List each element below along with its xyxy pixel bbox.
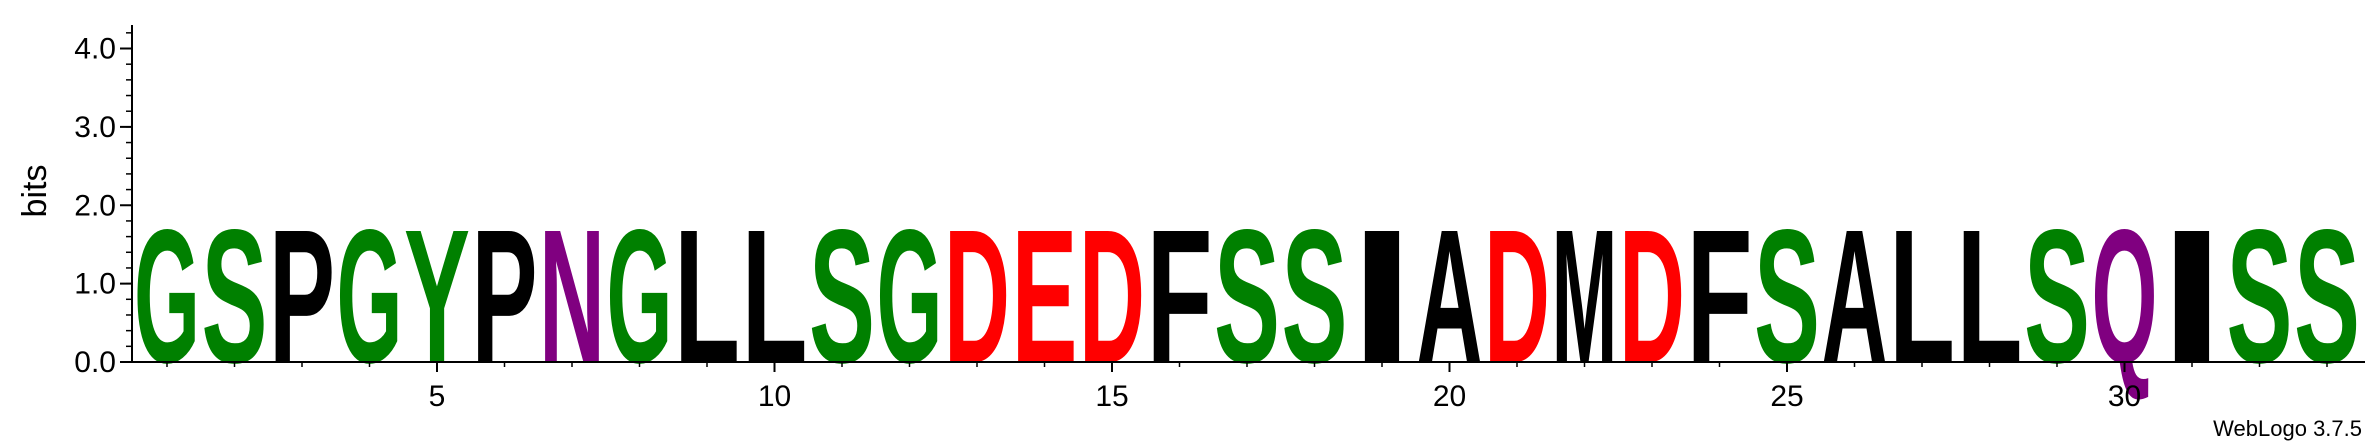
logo-letter-p: P <box>472 191 538 403</box>
y-tick-label: 2.0 <box>74 189 116 222</box>
logo-letter-a: A <box>1822 190 1888 403</box>
logo-letter-m: M <box>1552 190 1618 403</box>
logo-letter-i: I <box>2159 189 2225 402</box>
x-tick-label: 5 <box>429 380 446 413</box>
logo-letter-s: S <box>1214 191 1280 403</box>
y-tick-label: 1.0 <box>74 268 116 301</box>
logo-letter-l: L <box>674 190 740 403</box>
x-axis: 5 10 15 20 25 30 <box>132 361 2365 413</box>
logo-letter-d: D <box>1619 190 1685 403</box>
logo-letter-d: D <box>1484 190 1550 403</box>
logo-letter-g: G <box>134 191 200 403</box>
logo-letter-s: S <box>2227 191 2293 403</box>
x-tick-label: 20 <box>1433 380 1466 413</box>
logo-letter-l: L <box>1889 190 1955 403</box>
x-tick-label: 10 <box>758 380 791 413</box>
y-axis: 0.0 1.0 2.0 3.0 4.0 <box>74 25 133 379</box>
logo-letter-s: S <box>1282 191 1348 403</box>
y-tick-label: 0.0 <box>74 346 116 379</box>
logo-letter-s: S <box>2294 191 2360 403</box>
logo-letter-s: S <box>202 191 268 403</box>
logo-letter-f: F <box>1147 190 1213 403</box>
logo-letter-g: G <box>337 191 403 403</box>
x-tick-label: 25 <box>1770 380 1803 413</box>
logo-letter-d: D <box>944 190 1010 403</box>
logo-letter-f: F <box>1687 190 1753 403</box>
logo-letter-s: S <box>2024 191 2090 403</box>
logo-letter-g: G <box>877 191 943 403</box>
y-tick-label: 3.0 <box>74 111 116 144</box>
logo-letter-s: S <box>809 191 875 403</box>
logo-letter-g: G <box>607 191 673 403</box>
logo-letter-n: N <box>539 190 605 403</box>
logo-letter-e: E <box>1012 191 1078 403</box>
x-tick-label: 15 <box>1095 380 1128 413</box>
logo-letter-i: I <box>1349 189 1415 402</box>
logo-letter-l: L <box>1957 190 2023 403</box>
weblogo-version-label: WebLogo 3.7.5 <box>2213 416 2362 441</box>
y-tick-label: 4.0 <box>74 33 116 66</box>
logo-letter-p: P <box>269 191 335 403</box>
x-tick-label: 30 <box>2108 380 2141 413</box>
y-axis-title: bits <box>16 165 54 218</box>
